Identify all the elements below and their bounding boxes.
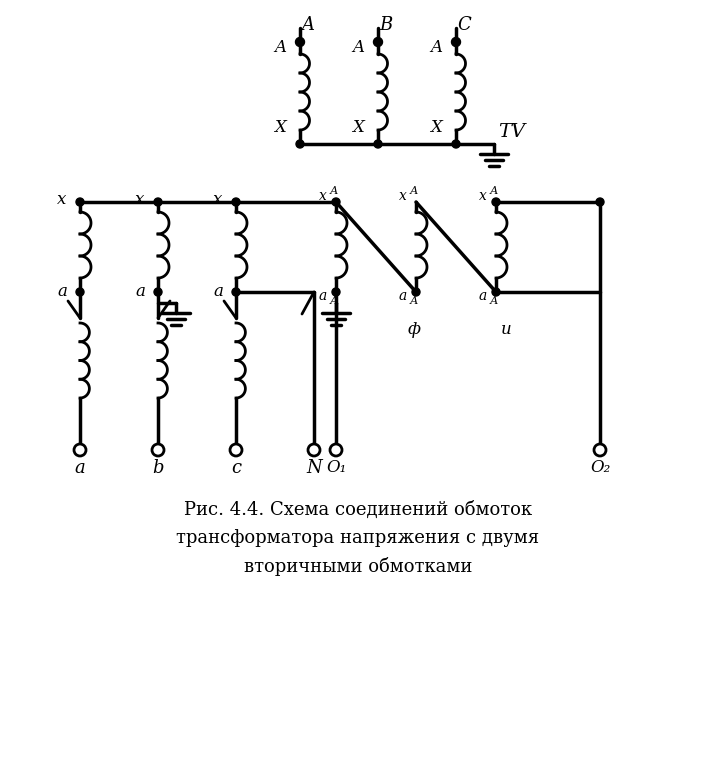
Circle shape — [232, 288, 240, 296]
Text: вторичными обмотками: вторичными обмотками — [244, 557, 472, 575]
Text: А: А — [490, 186, 498, 196]
Text: C: C — [457, 16, 471, 34]
Text: x: x — [135, 191, 145, 208]
Text: A: A — [430, 39, 442, 57]
Text: A: A — [301, 16, 314, 34]
Text: А: А — [410, 186, 418, 196]
Text: a: a — [57, 283, 67, 300]
Circle shape — [492, 288, 500, 296]
Text: a: a — [135, 283, 145, 300]
Text: А: А — [410, 296, 418, 306]
Text: X: X — [352, 120, 364, 137]
Text: c: c — [231, 459, 241, 477]
Circle shape — [412, 288, 420, 296]
Text: А: А — [490, 296, 498, 306]
Circle shape — [154, 288, 162, 296]
Text: a: a — [74, 459, 85, 477]
Circle shape — [232, 198, 240, 206]
Text: a: a — [213, 283, 223, 300]
Circle shape — [332, 198, 340, 206]
Circle shape — [230, 444, 242, 456]
Text: O₁: O₁ — [326, 459, 346, 476]
Text: трансформатора напряжения с двумя: трансформатора напряжения с двумя — [176, 529, 540, 547]
Circle shape — [596, 198, 604, 206]
Circle shape — [452, 140, 460, 148]
Text: a: a — [399, 289, 407, 303]
Circle shape — [154, 198, 162, 206]
Text: A: A — [274, 39, 286, 57]
Text: A: A — [352, 39, 364, 57]
Text: x: x — [399, 189, 407, 203]
Text: a: a — [479, 289, 487, 303]
Text: b: b — [153, 459, 164, 477]
Circle shape — [492, 198, 500, 206]
Circle shape — [594, 444, 606, 456]
Text: x: x — [213, 191, 223, 208]
Circle shape — [330, 444, 342, 456]
Circle shape — [308, 444, 320, 456]
Text: А: А — [330, 296, 338, 306]
Text: и: и — [500, 322, 511, 339]
Text: Рис. 4.4. Схема соединений обмоток: Рис. 4.4. Схема соединений обмоток — [184, 501, 532, 519]
Text: B: B — [379, 16, 392, 34]
Text: x: x — [319, 189, 327, 203]
Circle shape — [332, 288, 340, 296]
Text: А: А — [330, 186, 338, 196]
Circle shape — [296, 140, 304, 148]
Circle shape — [374, 38, 382, 47]
Text: X: X — [274, 120, 286, 137]
Circle shape — [452, 38, 460, 47]
Text: x: x — [57, 191, 67, 208]
Text: ф: ф — [407, 322, 420, 339]
Text: TV: TV — [498, 123, 526, 141]
Circle shape — [374, 140, 382, 148]
Circle shape — [152, 444, 164, 456]
Text: N: N — [306, 459, 322, 477]
Circle shape — [296, 38, 304, 47]
Circle shape — [76, 198, 84, 206]
Text: X: X — [430, 120, 442, 137]
Circle shape — [74, 444, 86, 456]
Text: a: a — [319, 289, 327, 303]
Circle shape — [76, 288, 84, 296]
Text: x: x — [479, 189, 487, 203]
Text: O₂: O₂ — [590, 459, 610, 476]
